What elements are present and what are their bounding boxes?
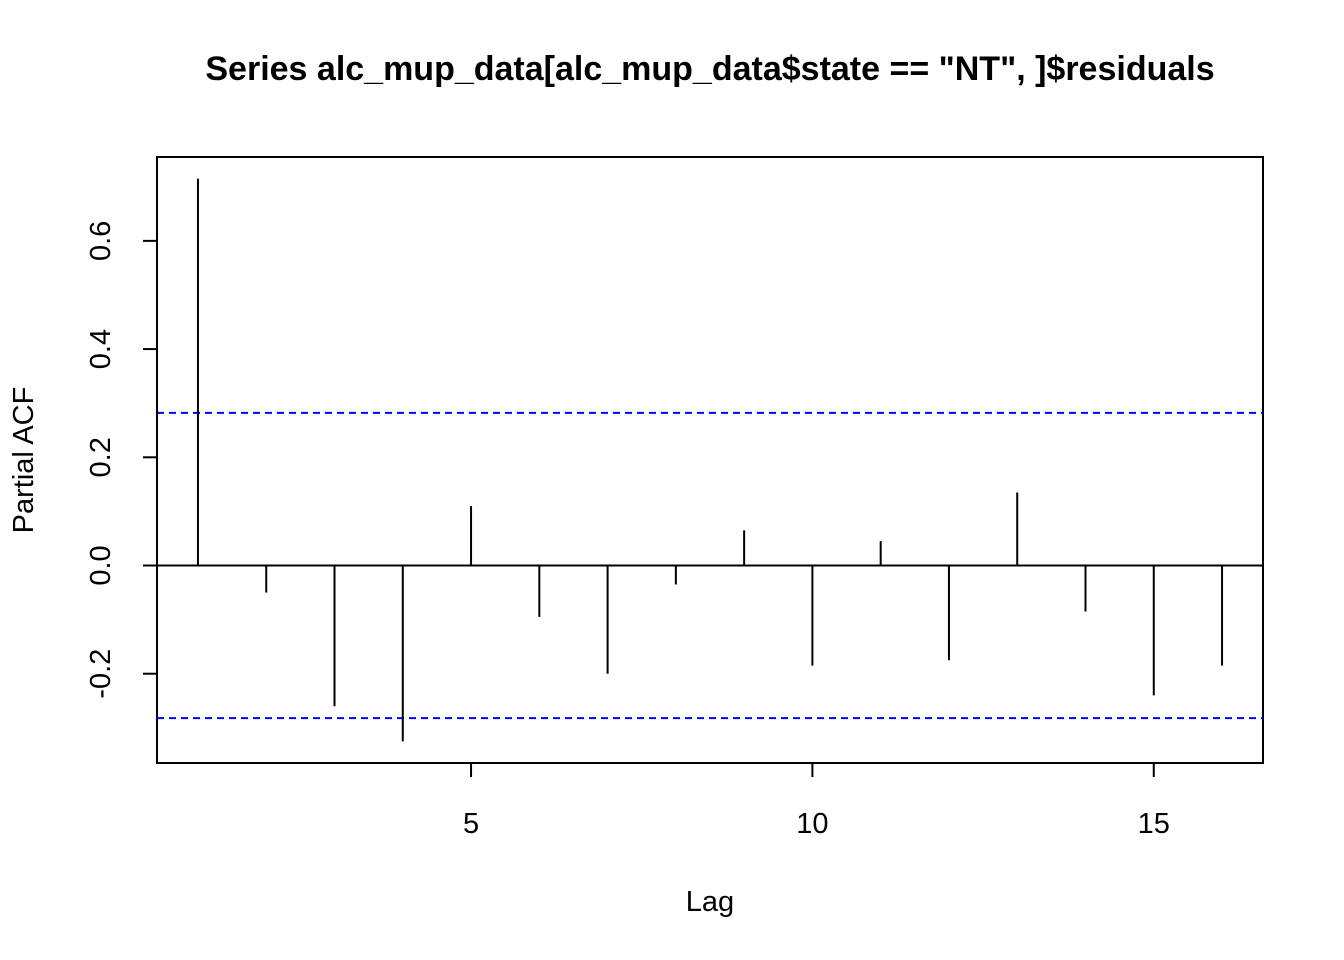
pacf-spikes: [196, 178, 1224, 742]
x-tick-label: 15: [1138, 808, 1170, 840]
plot-frame: [156, 156, 1264, 764]
x-tick-label: 5: [463, 808, 479, 840]
y-axis-label: Partial ACF: [8, 387, 40, 534]
y-tick-label: 0.4: [85, 329, 117, 369]
y-tick-label: -0.2: [85, 649, 117, 699]
x-axis-label: Lag: [686, 886, 734, 918]
x-axis: 5 10 15: [463, 762, 1170, 840]
x-tick-label: 10: [796, 808, 828, 840]
y-tick-label: 0.0: [85, 545, 117, 585]
confidence-bounds: [157, 411, 1263, 720]
chart-title: Series alc_mup_data[alc_mup_data$state =…: [205, 50, 1214, 88]
y-tick-label: 0.6: [85, 221, 117, 261]
y-tick-label: 0.2: [85, 437, 117, 477]
y-axis: -0.2 0.0 0.2 0.4 0.6: [85, 221, 158, 699]
